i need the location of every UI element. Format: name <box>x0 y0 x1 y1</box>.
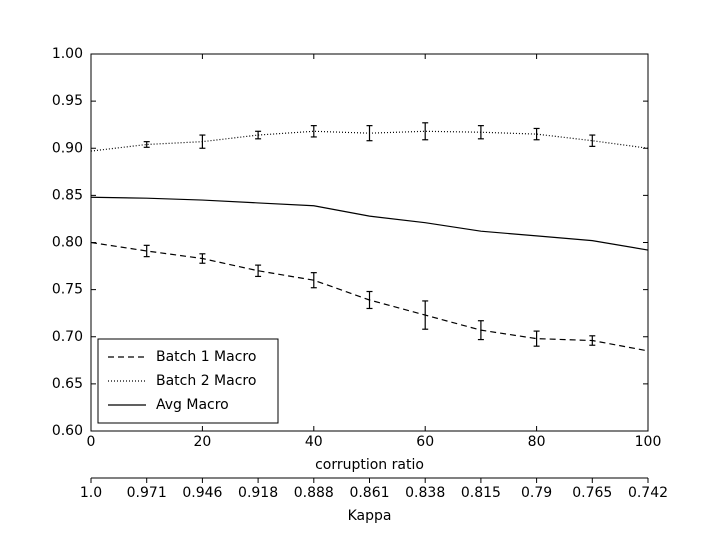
x2-tick-label: 0.971 <box>127 485 167 501</box>
x2-tick-label: 0.742 <box>628 485 668 501</box>
x2-tick-label: 0.765 <box>572 485 612 501</box>
y-tick-label: 0.70 <box>52 329 83 345</box>
x2-tick-label: 0.946 <box>182 485 222 501</box>
y-tick-label: 0.95 <box>52 93 83 109</box>
x-tick-label: 20 <box>193 434 211 450</box>
x2-axis-label: Kappa <box>348 508 392 524</box>
x2-tick-label: 0.815 <box>461 485 501 501</box>
x-axis-label: corruption ratio <box>315 457 424 473</box>
x2-tick-label: 1.0 <box>80 485 102 501</box>
series-line <box>90 196 649 251</box>
x2-tick-label: 0.838 <box>405 485 445 501</box>
x2-tick-label: 0.918 <box>238 485 278 501</box>
x-tick-label: 40 <box>305 434 323 450</box>
x-tick-label: 80 <box>528 434 546 450</box>
x2-tick-label: 0.79 <box>521 485 552 501</box>
y-tick-label: 0.85 <box>52 187 83 203</box>
x-tick-label: 0 <box>87 434 96 450</box>
x-tick-label: 100 <box>635 434 662 450</box>
y-tick-label: 0.90 <box>52 140 83 156</box>
y-tick-label: 1.00 <box>52 46 83 62</box>
y-tick-label: 0.65 <box>52 376 83 392</box>
y-tick-label: 0.80 <box>52 235 83 251</box>
legend-label: Batch 2 Macro <box>156 373 256 389</box>
legend-box <box>97 338 279 424</box>
x2-tick-label: 0.861 <box>349 485 389 501</box>
x-tick-label: 60 <box>416 434 434 450</box>
y-tick-label: 0.60 <box>52 423 83 439</box>
y-tick-label: 0.75 <box>52 282 83 298</box>
x2-tick-label: 0.888 <box>294 485 334 501</box>
legend-label: Avg Macro <box>156 397 229 413</box>
legend-label: Batch 1 Macro <box>156 349 256 365</box>
